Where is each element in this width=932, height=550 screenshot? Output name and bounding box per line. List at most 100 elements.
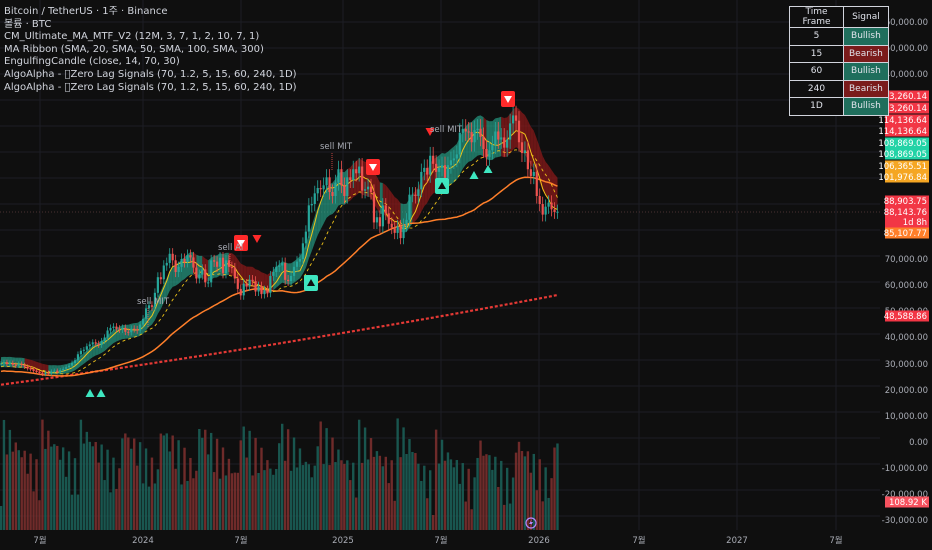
volume-bar [310, 477, 313, 530]
candle-body [79, 350, 83, 355]
candle-body [227, 260, 231, 267]
volume-bar [73, 458, 77, 530]
candle-body [162, 265, 165, 280]
signal-table: Time Frame Signal 5 Bullish 15 Bearish 6… [789, 6, 889, 116]
candle-body [381, 205, 384, 227]
candle-body [0, 363, 3, 365]
candle-body [174, 260, 177, 272]
candle-body [387, 213, 390, 224]
ma300-line [0, 293, 558, 386]
volume-bar [275, 469, 278, 530]
price-tag-text: 101,976.84 [878, 173, 927, 183]
price-tag: 108,869.05 [878, 148, 929, 160]
volume-bar [100, 444, 103, 530]
candle-body [260, 286, 263, 295]
volume-bar [538, 459, 541, 530]
volume-bar [387, 483, 390, 530]
volume-bar [420, 480, 423, 530]
price-tag-bg [885, 148, 929, 160]
volume-bar [2, 419, 6, 530]
volume-bar [301, 465, 305, 530]
candle-body [452, 158, 455, 161]
candle-body [426, 167, 429, 175]
tf-cell: 240 [789, 79, 844, 98]
volume-bar [212, 472, 216, 530]
candle-body [544, 206, 547, 215]
candle-body [399, 226, 402, 239]
price-tag-bg [885, 206, 929, 218]
volume-bar [32, 491, 35, 530]
ribbon-segment [453, 143, 457, 183]
indicator-cm-ultimate[interactable]: CM_Ultimate_MA_MTF_V2 (12M, 3, 7, 1, 2, … [4, 31, 260, 43]
candle-body [201, 269, 204, 275]
candle-body [532, 171, 535, 176]
volume-bar [171, 435, 174, 530]
volume-bar [352, 462, 355, 530]
volume-bar [141, 483, 145, 530]
volume-bar [204, 429, 207, 530]
candle-body [349, 177, 352, 180]
ribbon-segment [18, 357, 22, 368]
volume-bar [266, 460, 269, 530]
ribbon-segment [128, 323, 132, 339]
indicator-engulfing[interactable]: EngulfingCandle (close, 14, 70, 30) [4, 56, 180, 68]
candle-body [2, 362, 6, 364]
price-tag: 114,136.64 [878, 125, 929, 137]
candle-body [38, 371, 41, 374]
ribbon-segment [424, 170, 428, 207]
volume-bars [0, 418, 559, 530]
price-tag: 88,143.76 [884, 206, 929, 218]
candle-body [251, 279, 254, 282]
candle-body [435, 163, 438, 172]
volume-bar [8, 429, 12, 530]
volume-bar [227, 458, 231, 530]
volume-bar [322, 464, 325, 530]
chart-legend: Bitcoin / TetherUS · 1주 · Binance 볼륨 · B… [4, 6, 297, 94]
symbol-title[interactable]: Bitcoin / TetherUS · 1주 · Binance [4, 6, 168, 17]
candle-body [239, 288, 242, 296]
volume-bar [349, 480, 352, 530]
volume-legend[interactable]: 볼륨 · BTC [4, 18, 52, 30]
ma50-path [0, 149, 558, 375]
volume-bar [133, 438, 136, 530]
volume-bar [402, 427, 405, 530]
candle-body [284, 262, 287, 280]
candle-body [5, 362, 9, 365]
candle-body [204, 269, 207, 283]
volume-bar [47, 430, 50, 530]
candle-body [390, 223, 393, 228]
triangle-down-icon [504, 96, 512, 103]
volume-bar [263, 470, 266, 530]
candle-body [420, 171, 423, 190]
candle-body [307, 205, 310, 232]
sell-annotation: sell MIT [430, 125, 463, 135]
price-tick-label: 40,000.00 [885, 333, 928, 343]
price-tag-bg [885, 160, 929, 172]
volume-bar [384, 456, 387, 530]
volume-bar [254, 437, 257, 530]
indicator-zero-lag-2[interactable]: AlgoAlpha -  Zero Lag Signals (70, 1.2, … [4, 81, 297, 93]
volume-bar [5, 454, 9, 530]
candle-body [147, 305, 151, 309]
signal-cell: Bullish [843, 62, 889, 81]
ribbon-segment [450, 146, 454, 185]
volume-bar [64, 476, 68, 530]
volume-bar [124, 433, 127, 530]
indicator-ma-ribbon[interactable]: MA Ribbon (SMA, 20, SMA, 50, SMA, 100, S… [4, 43, 264, 55]
volume-bar [61, 447, 65, 530]
candle-body [236, 278, 239, 289]
candle-body [8, 362, 11, 365]
ribbon-segment [495, 117, 499, 158]
time-tick-label: 2027 [726, 536, 748, 546]
volume-bar [319, 421, 322, 530]
volume-bar [20, 457, 23, 530]
indicator-zero-lag-1[interactable]: AlgoAlpha -  Zero Lag Signals (70, 1.2, … [4, 68, 297, 80]
ribbon-segment [57, 365, 61, 375]
candle-body [334, 182, 337, 196]
time-axis[interactable]: 7월 2024 7월 2025 7월 2026 7월 2027 7월 [33, 535, 842, 546]
ribbon-segment [89, 345, 93, 360]
candle-body [269, 275, 272, 293]
volume-bar [511, 477, 515, 530]
candle-body [195, 267, 198, 279]
